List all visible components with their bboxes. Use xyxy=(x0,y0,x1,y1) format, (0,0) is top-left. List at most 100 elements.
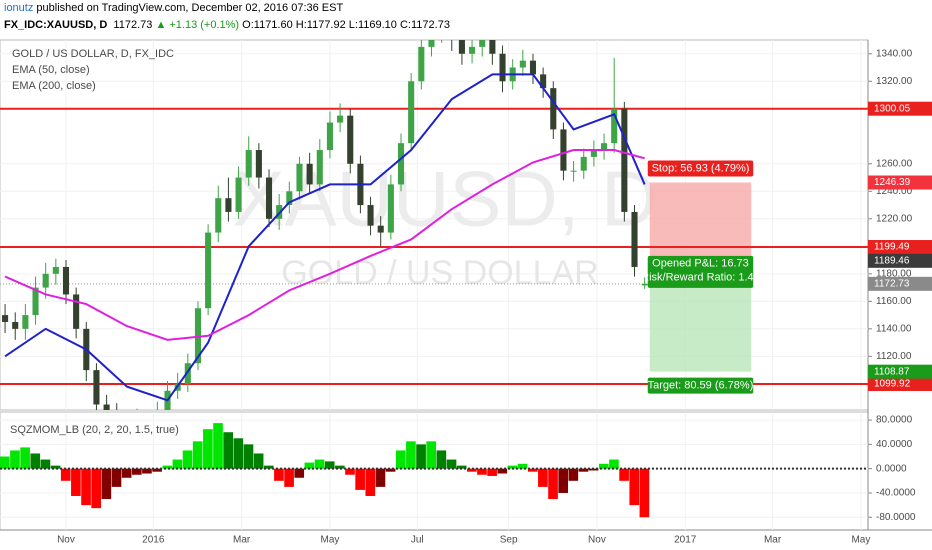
indicator-plot xyxy=(0,414,868,530)
candle-body xyxy=(570,170,577,172)
level-tag xyxy=(868,376,932,391)
candle-body xyxy=(52,266,59,274)
y-tick-label: 1120.00 xyxy=(876,351,912,362)
momentum-bar xyxy=(233,438,244,469)
momentum-bar xyxy=(172,459,183,469)
candle-body xyxy=(418,46,425,82)
high: H:1177.92 xyxy=(295,19,346,31)
candle-body xyxy=(377,225,384,233)
candle-body xyxy=(255,150,262,178)
candle-body xyxy=(458,40,465,54)
legend-entry: EMA (200, close) xyxy=(12,80,96,92)
candle-body xyxy=(2,315,9,322)
momentum-bar xyxy=(203,429,213,469)
candle-body xyxy=(296,163,303,192)
candle-body xyxy=(469,46,476,54)
momentum-bar xyxy=(487,468,497,476)
momentum-bar xyxy=(568,468,579,481)
target-label: Target: 80.59 (6.78%) xyxy=(648,380,754,392)
overlay: Nov 2016 Mar May Jul Sep Nov 2017 Mar May 1120.00 1… xyxy=(10,48,932,546)
ema-line xyxy=(4,73,646,402)
momentum-bar xyxy=(243,444,254,469)
stop-label: Stop: 56.93 (4.79%) xyxy=(652,162,750,174)
momentum-bar xyxy=(629,468,640,506)
momentum-bar xyxy=(192,441,203,469)
momentum-bar xyxy=(345,468,355,475)
y-tick-label: 40.0000 xyxy=(876,439,913,450)
target-label-box xyxy=(647,377,754,394)
momentum-bar xyxy=(517,463,528,469)
pnl-label: Opened P&L: 16.73 xyxy=(652,258,749,270)
momentum-bar xyxy=(619,468,629,481)
momentum-bar xyxy=(466,468,477,472)
price-tag-label: 1246.39 xyxy=(874,177,911,188)
y-tick-label: 1160.00 xyxy=(876,296,912,307)
momentum-bar xyxy=(426,441,437,469)
momentum-bar xyxy=(527,468,538,472)
candle-body xyxy=(184,363,191,384)
price-tag xyxy=(868,276,932,291)
candle-body xyxy=(611,108,618,144)
momentum-bar xyxy=(30,453,41,469)
candle-body xyxy=(42,273,49,288)
y-tick-label: -80.0000 xyxy=(876,512,916,523)
momentum-bar xyxy=(60,468,71,481)
momentum-bar xyxy=(609,459,619,469)
candle-body xyxy=(316,150,323,185)
candle-body xyxy=(205,232,212,309)
y-tick-label: 1260.00 xyxy=(876,158,913,169)
momentum-bar xyxy=(395,450,406,469)
candle-body xyxy=(641,283,648,286)
momentum-bar xyxy=(274,468,284,481)
momentum-bar xyxy=(81,468,91,506)
x-tick-label: May xyxy=(320,535,339,546)
price-tag xyxy=(868,253,932,268)
candle-body xyxy=(22,315,29,329)
momentum-bar xyxy=(91,468,102,509)
momentum-bar xyxy=(162,465,173,469)
price-tag xyxy=(868,364,932,379)
candle-body xyxy=(337,115,344,123)
momentum-bar xyxy=(598,463,609,469)
candle-body xyxy=(245,150,252,178)
candle-body xyxy=(479,40,486,47)
momentum-bar xyxy=(548,468,558,500)
ema-line xyxy=(4,149,645,341)
candle-body xyxy=(367,205,374,226)
candle-body xyxy=(235,177,242,212)
candle-body xyxy=(62,266,70,295)
momentum-bar xyxy=(456,465,467,469)
momentum-bar xyxy=(253,453,264,469)
candle-body xyxy=(387,184,394,233)
momentum-bar xyxy=(40,459,51,469)
momentum-bar xyxy=(182,450,193,469)
momentum-bar xyxy=(284,468,294,487)
x-tick-label: Nov xyxy=(57,535,75,546)
candle-body xyxy=(12,321,19,329)
candle-body xyxy=(601,143,608,151)
symbol: FX_IDC:XAUUSD, D xyxy=(4,19,108,31)
author-link[interactable]: ionutz xyxy=(4,2,34,14)
candle-body xyxy=(93,370,100,405)
candle-body xyxy=(529,60,537,75)
momentum-bar xyxy=(20,447,30,469)
candle-body xyxy=(621,108,628,212)
level-tag-label: 1300.05 xyxy=(874,103,911,114)
momentum-bar xyxy=(50,465,61,469)
close: C:1172.73 xyxy=(399,19,450,31)
low: L:1169.10 xyxy=(348,19,397,31)
candle-body xyxy=(194,308,202,364)
momentum-bar xyxy=(142,468,152,474)
momentum-bar xyxy=(223,432,233,469)
momentum-bar xyxy=(335,465,345,469)
momentum-bar xyxy=(446,459,457,469)
x-tick-label: Sep xyxy=(500,535,518,546)
y-tick-label: 1180.00 xyxy=(876,268,912,279)
momentum-bar xyxy=(507,465,518,469)
level-tag-label: 1199.49 xyxy=(874,242,910,253)
momentum-bar xyxy=(436,450,447,469)
momentum-bar xyxy=(416,444,426,469)
level-tag xyxy=(868,240,932,255)
candle-body xyxy=(347,115,354,164)
price-tag xyxy=(868,175,932,190)
